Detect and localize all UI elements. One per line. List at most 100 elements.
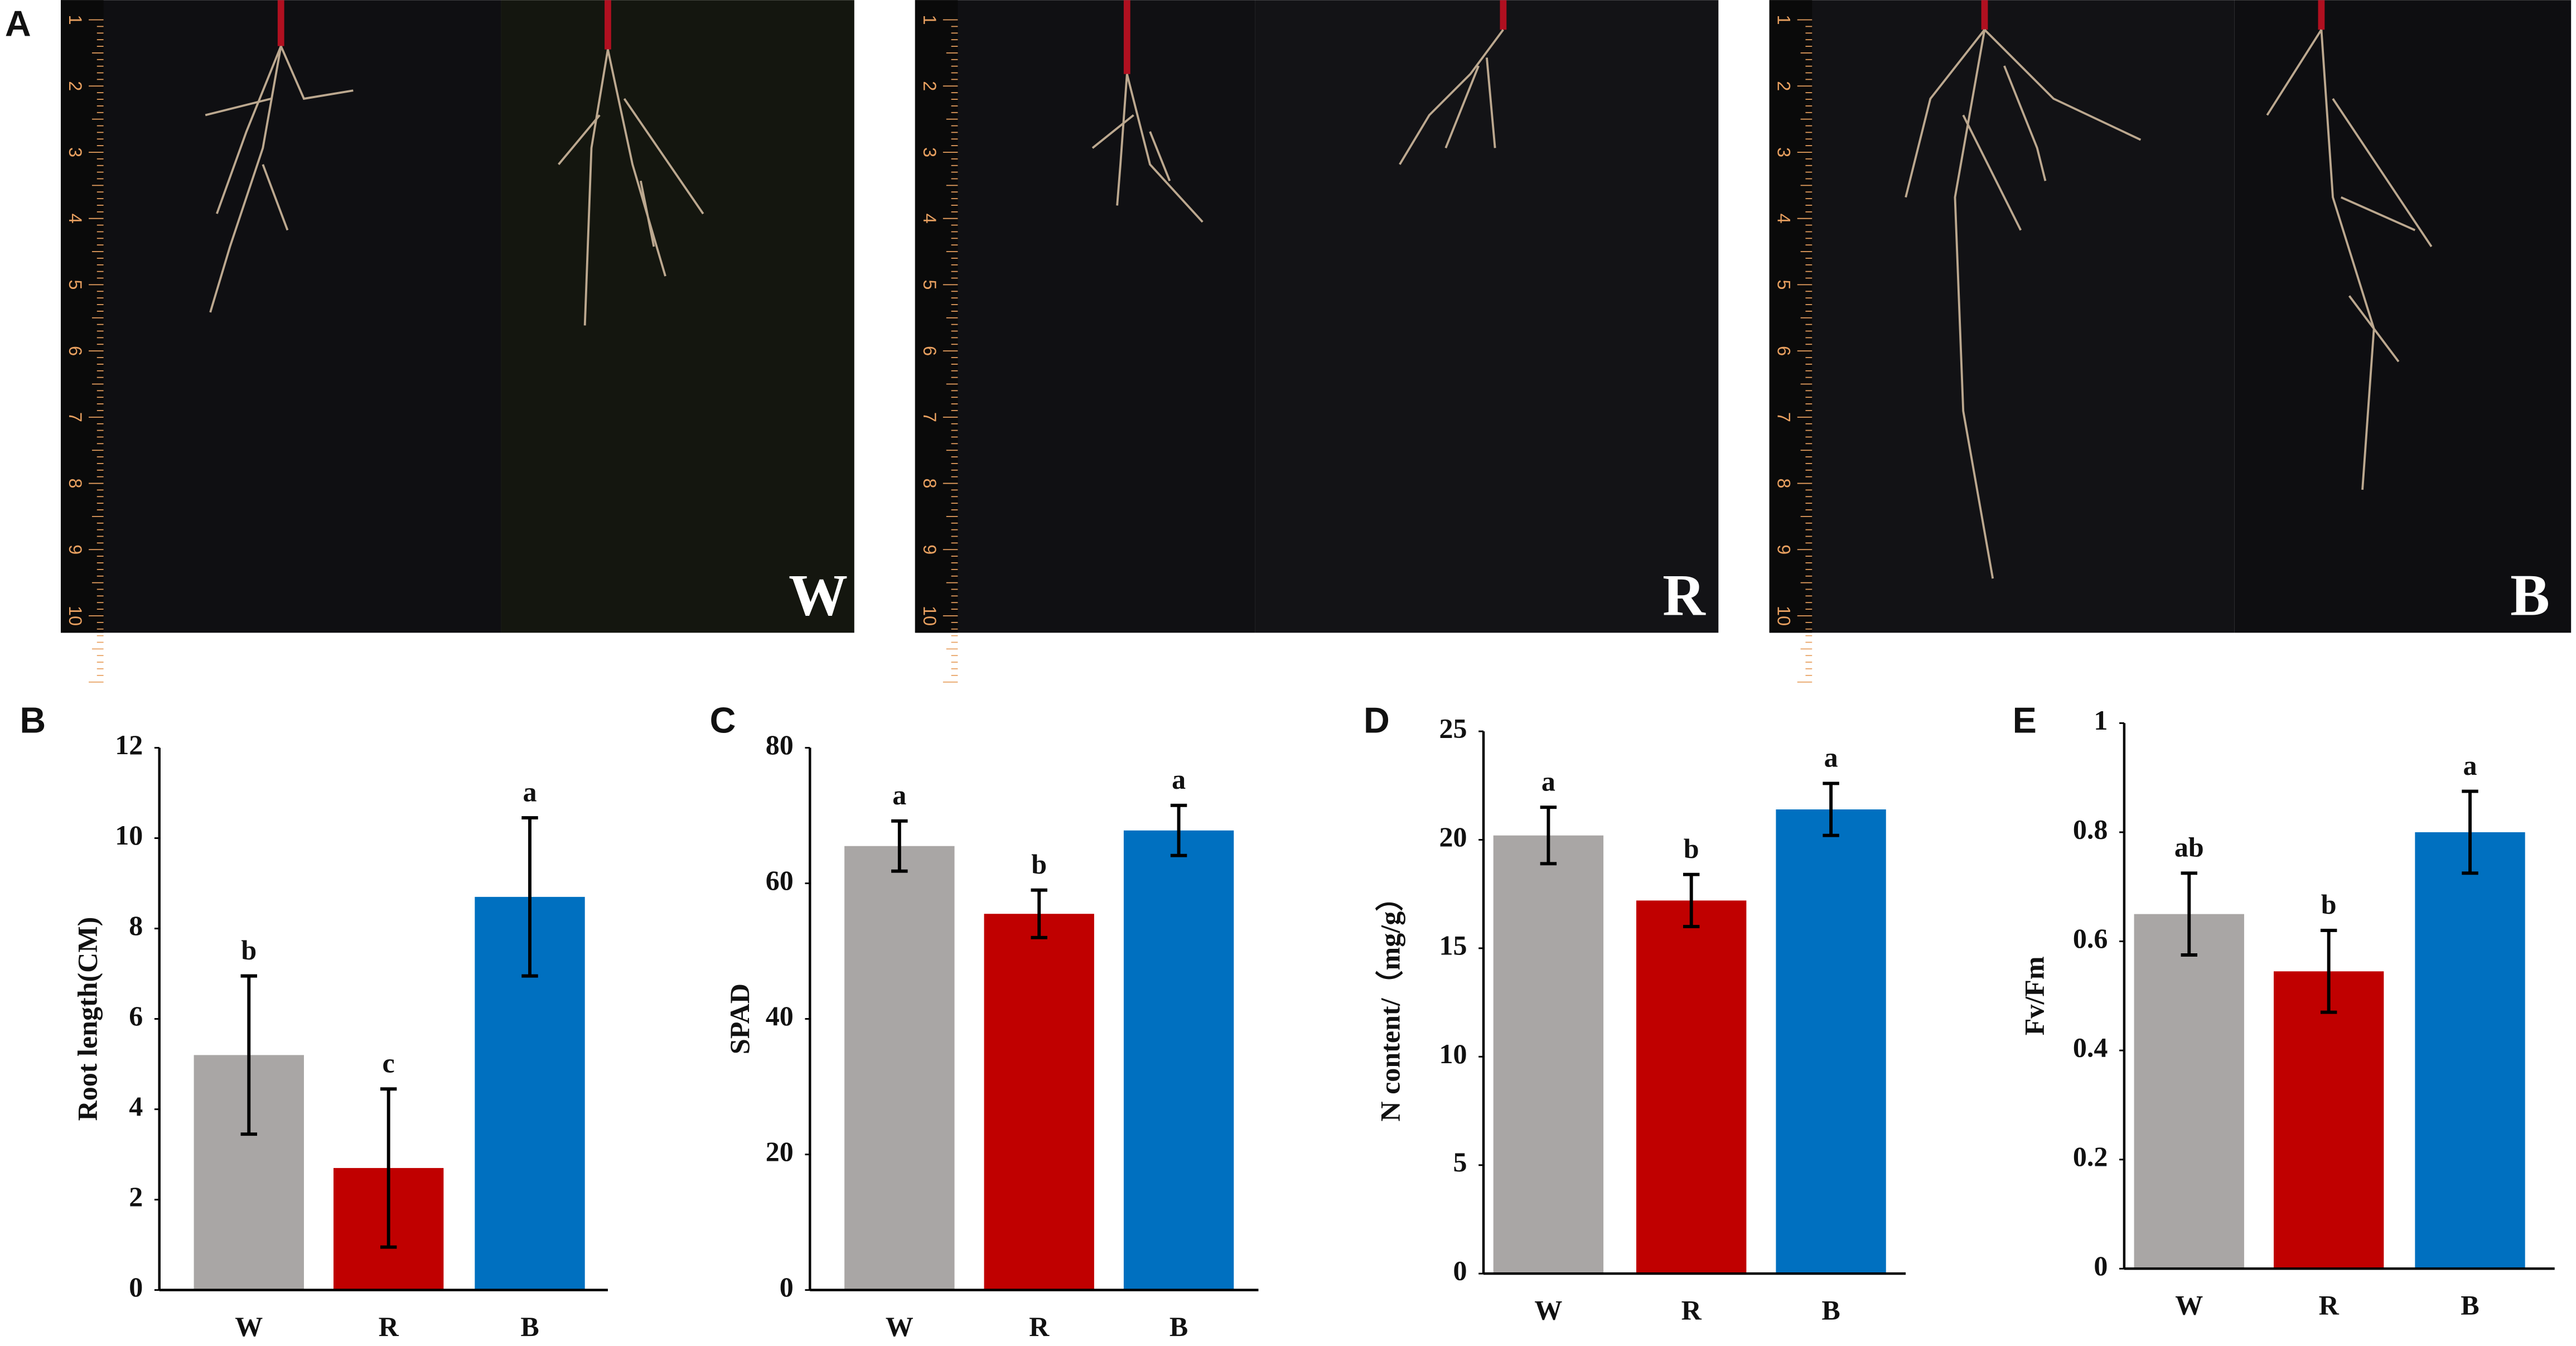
y-tick-label: 12	[115, 729, 143, 760]
error-bar	[2462, 789, 2478, 875]
y-tick-label: 8	[129, 910, 143, 941]
y-tick-label: 10	[1439, 1038, 1467, 1069]
photo-label: B	[2510, 563, 2550, 628]
bar	[2273, 971, 2384, 1269]
photo	[1769, 0, 2235, 633]
ruler-label: 7	[1774, 412, 1794, 422]
significance-letter: b	[241, 934, 257, 966]
error-bar	[1540, 805, 1557, 866]
y-tick-label: 0.4	[2073, 1032, 2108, 1063]
panel-letter: B	[20, 699, 46, 740]
x-tick-label: R	[1029, 1311, 1050, 1342]
ruler-label: 8	[920, 479, 940, 489]
ruler-label: 3	[920, 147, 940, 157]
y-axis-label: Fv/Fm	[2018, 956, 2050, 1035]
significance-letter: a	[2463, 750, 2477, 781]
ruler-label: 8	[65, 479, 85, 489]
photo-panel: A	[5, 0, 2572, 633]
x-tick-label: W	[2175, 1290, 2203, 1321]
y-tick-label: 6	[129, 1000, 143, 1031]
error-bar	[1031, 888, 1047, 939]
error-bar	[2320, 929, 2337, 1014]
photo-label: R	[1662, 563, 1706, 628]
photo	[2234, 0, 2572, 633]
bar	[844, 846, 955, 1290]
photo	[915, 0, 1255, 633]
error-bar	[2181, 871, 2197, 957]
bar	[1493, 835, 1604, 1274]
ruler-label: 2	[65, 81, 85, 91]
x-tick-label: B	[2461, 1290, 2479, 1321]
ruler-label: 5	[920, 279, 940, 290]
significance-letter: a	[892, 779, 906, 811]
error-bar	[240, 974, 258, 1136]
y-tick-label: 0.8	[2073, 813, 2108, 845]
bar	[2415, 832, 2525, 1269]
ruler-label: 10	[1774, 606, 1794, 626]
ruler-label: 2	[920, 81, 940, 91]
photo	[60, 0, 501, 633]
error-bar	[1683, 872, 1700, 928]
significance-letter: a	[1172, 764, 1186, 795]
bar	[2134, 914, 2244, 1269]
ruler-label: 6	[920, 346, 940, 356]
ruler-label: 9	[920, 544, 940, 554]
ruler-label: 4	[1774, 214, 1794, 224]
ruler-label: 8	[1774, 479, 1794, 489]
y-tick-label: 4	[129, 1091, 143, 1122]
y-tick-label: 20	[766, 1136, 794, 1167]
y-tick-label: 25	[1439, 713, 1467, 744]
y-tick-label: 15	[1439, 929, 1467, 961]
significance-letter: b	[2321, 889, 2337, 920]
y-tick-label: 5	[1453, 1146, 1467, 1178]
photo	[1255, 0, 1719, 633]
y-tick-label: 80	[766, 729, 794, 760]
ruler-label: 9	[1774, 544, 1794, 554]
photo	[501, 0, 854, 633]
ruler-label: 2	[1774, 81, 1794, 91]
error-bar	[1170, 803, 1187, 857]
bar	[1776, 809, 1886, 1274]
y-tick-label: 0	[1453, 1255, 1467, 1286]
error-bar	[1823, 781, 1839, 837]
ruler-label: 5	[65, 279, 85, 290]
ruler-label: 1	[65, 15, 85, 25]
ruler-label: 7	[65, 412, 85, 422]
x-tick-label: B	[1169, 1311, 1188, 1342]
ruler	[60, 0, 104, 633]
error-bar	[891, 819, 908, 873]
error-bar	[380, 1087, 397, 1249]
bar	[1636, 900, 1747, 1274]
ruler-label: 10	[65, 606, 85, 626]
ruler-label: 7	[920, 412, 940, 422]
ruler-label: 4	[920, 214, 940, 224]
x-tick-label: B	[1821, 1294, 1840, 1325]
bar	[1123, 830, 1234, 1290]
roots	[205, 0, 2433, 579]
ruler-label: 5	[1774, 279, 1794, 290]
y-tick-label: 0	[2094, 1250, 2108, 1281]
photo-label: W	[789, 563, 848, 628]
x-tick-label: W	[886, 1311, 914, 1342]
y-tick-label: 1	[2094, 705, 2108, 736]
ruler-label: 1	[920, 15, 940, 25]
significance-letter: ab	[2174, 832, 2204, 863]
y-tick-label: 0.6	[2073, 923, 2108, 954]
significance-letter: a	[523, 776, 537, 807]
significance-letter: a	[1824, 742, 1838, 773]
significance-letter: b	[1031, 848, 1047, 880]
x-tick-label: B	[520, 1311, 539, 1342]
y-axis-label: Root length(CM)	[72, 917, 103, 1121]
x-tick-label: W	[1534, 1294, 1562, 1325]
y-axis-label: N content/（mg/g）	[1375, 884, 1406, 1122]
y-tick-label: 0	[780, 1271, 794, 1302]
ruler-label: 4	[65, 214, 85, 224]
panel-letter: A	[5, 3, 31, 44]
ruler-label: 9	[65, 544, 85, 554]
y-tick-label: 20	[1439, 821, 1467, 852]
ruler-label: 6	[65, 346, 85, 356]
y-tick-label: 0.2	[2073, 1141, 2108, 1172]
y-tick-label: 40	[766, 1000, 794, 1031]
panel-letter: E	[2013, 699, 2037, 740]
